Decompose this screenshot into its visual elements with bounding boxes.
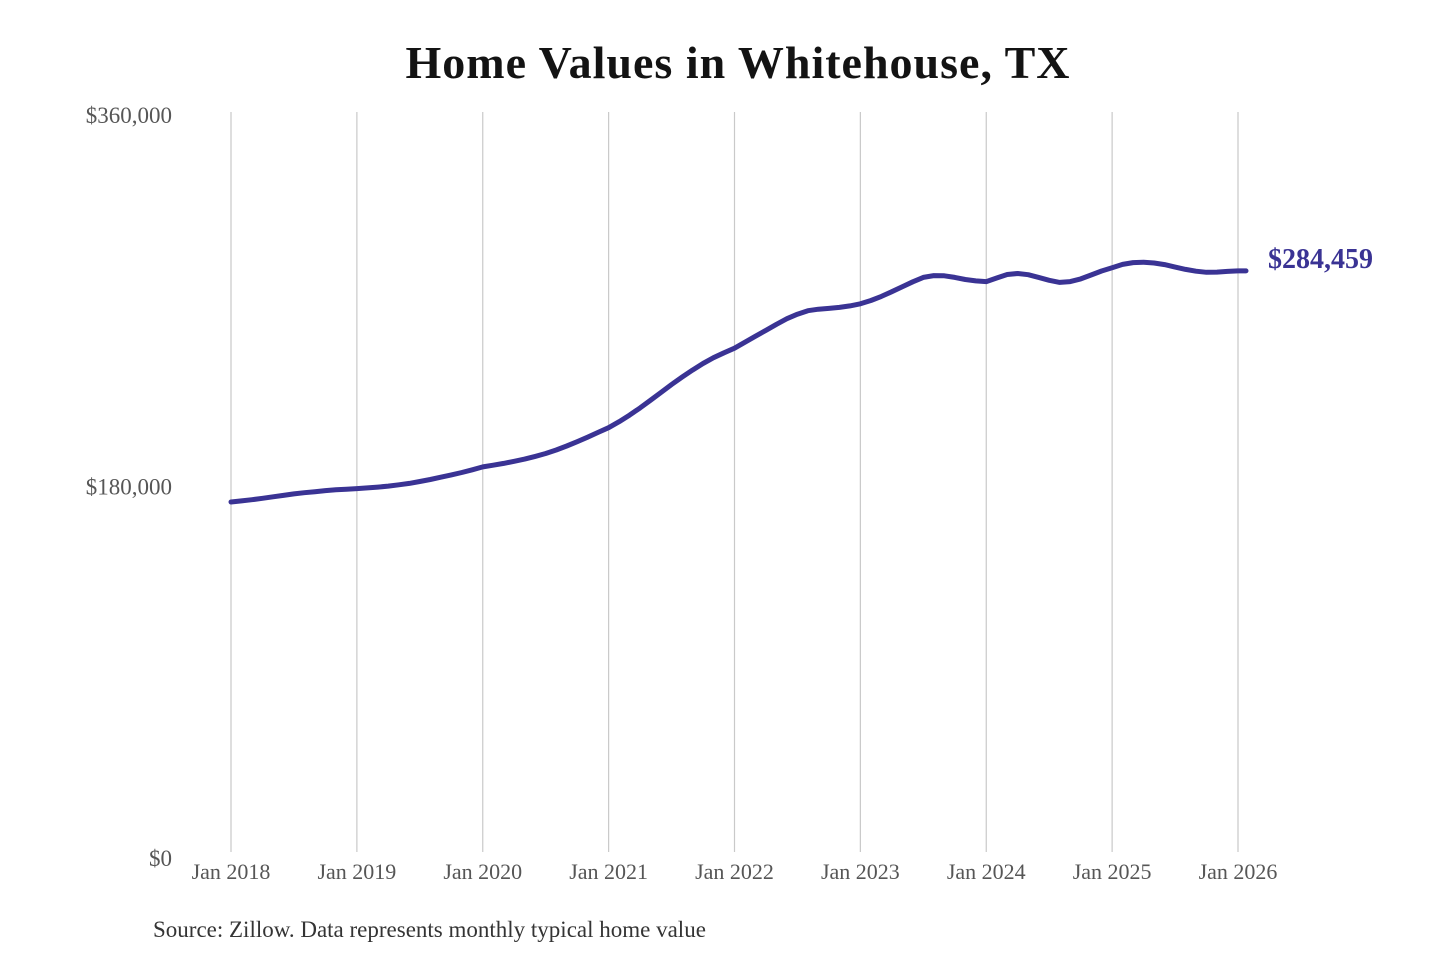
- x-tick-label: Jan 2022: [695, 859, 774, 884]
- y-tick-label: $360,000: [86, 103, 172, 128]
- x-tick-label: Jan 2021: [569, 859, 648, 884]
- y-tick-label: $0: [149, 846, 172, 871]
- x-tick-label: Jan 2020: [443, 859, 522, 884]
- x-tick-label: Jan 2018: [192, 859, 271, 884]
- home-value-line: [228, 259, 1249, 505]
- latest-value-annotation: $284,459: [1268, 244, 1373, 275]
- x-tick-label: Jan 2025: [1073, 859, 1152, 884]
- x-tick-label: Jan 2026: [1199, 859, 1278, 884]
- x-tick-label: Jan 2024: [947, 859, 1026, 884]
- chart-title: Home Values in Whitehouse, TX: [405, 37, 1071, 88]
- x-tick-label: Jan 2019: [317, 859, 396, 884]
- source-note: Source: Zillow. Data represents monthly …: [153, 917, 706, 942]
- y-tick-label: $180,000: [86, 475, 172, 500]
- x-tick-label: Jan 2023: [821, 859, 900, 884]
